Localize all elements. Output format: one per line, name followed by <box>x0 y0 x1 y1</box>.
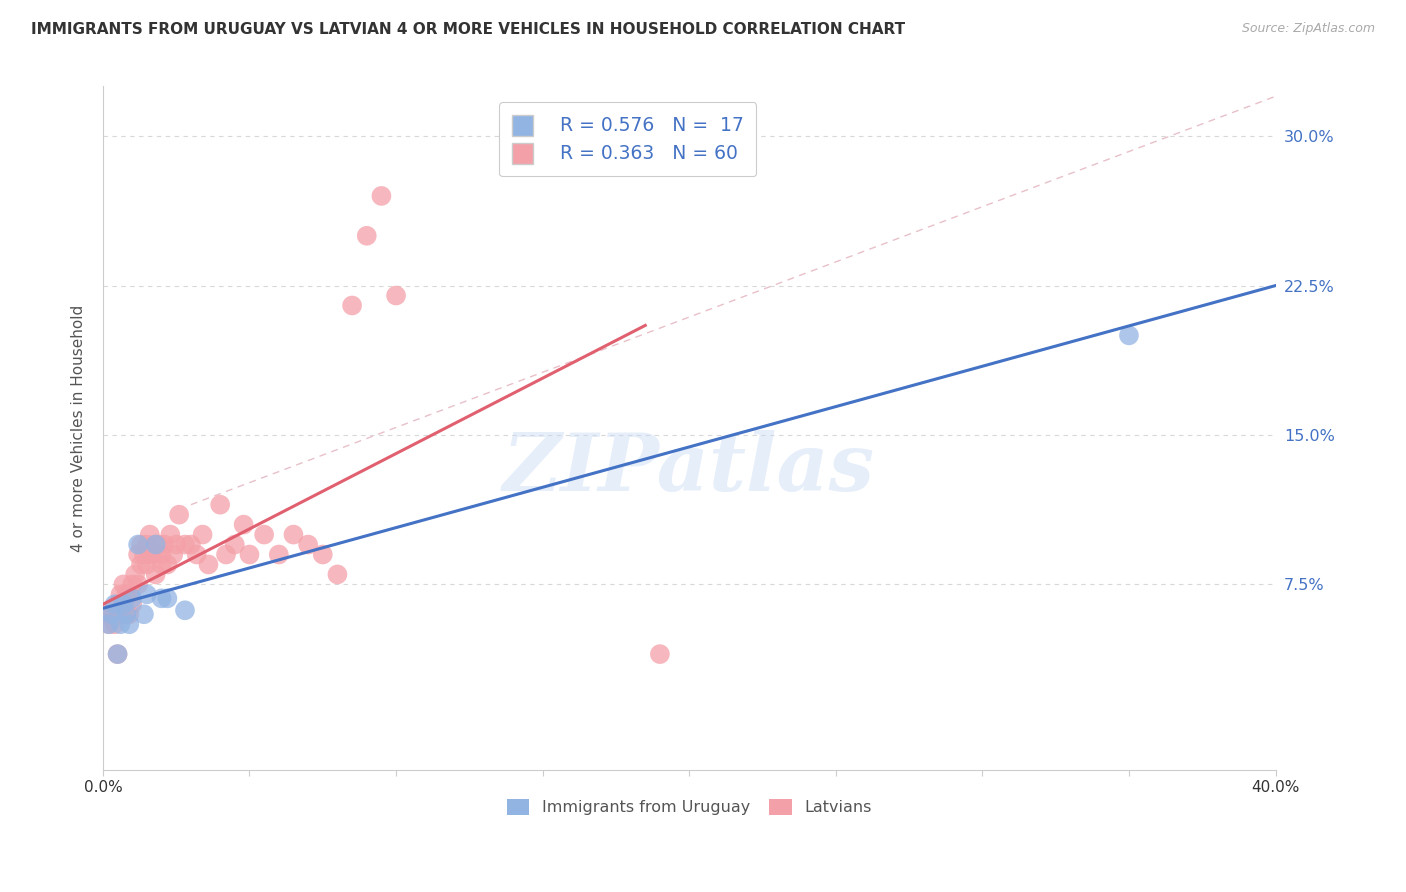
Point <box>135 587 157 601</box>
Point <box>127 537 149 551</box>
Point <box>118 587 141 601</box>
Point <box>118 607 141 622</box>
Point <box>129 558 152 572</box>
Point <box>145 537 167 551</box>
Point <box>121 591 143 606</box>
Point <box>209 498 232 512</box>
Point <box>118 617 141 632</box>
Point <box>356 228 378 243</box>
Point <box>100 607 122 622</box>
Point <box>110 607 132 622</box>
Point <box>148 537 170 551</box>
Point <box>150 591 173 606</box>
Point <box>124 567 146 582</box>
Point <box>94 607 117 622</box>
Point <box>153 537 176 551</box>
Point <box>110 617 132 632</box>
Point <box>297 537 319 551</box>
Point <box>191 527 214 541</box>
Point <box>112 577 135 591</box>
Point <box>162 548 184 562</box>
Point <box>197 558 219 572</box>
Point <box>129 537 152 551</box>
Point <box>112 597 135 611</box>
Point <box>253 527 276 541</box>
Point <box>135 558 157 572</box>
Point <box>385 288 408 302</box>
Point <box>648 647 671 661</box>
Point <box>135 537 157 551</box>
Point <box>150 558 173 572</box>
Point <box>104 617 127 632</box>
Point <box>132 607 155 622</box>
Point <box>107 647 129 661</box>
Point <box>283 527 305 541</box>
Point <box>156 558 179 572</box>
Point <box>1118 328 1140 343</box>
Y-axis label: 4 or more Vehicles in Household: 4 or more Vehicles in Household <box>72 304 86 551</box>
Point <box>139 527 162 541</box>
Point <box>107 647 129 661</box>
Point <box>115 587 138 601</box>
Point <box>312 548 335 562</box>
Point <box>121 597 143 611</box>
Text: ZIPatlas: ZIPatlas <box>503 430 876 508</box>
Point <box>127 577 149 591</box>
Point <box>100 607 122 622</box>
Point <box>132 548 155 562</box>
Point <box>180 537 202 551</box>
Point <box>167 508 190 522</box>
Point <box>97 617 120 632</box>
Point <box>215 548 238 562</box>
Point <box>238 548 260 562</box>
Point <box>104 597 127 611</box>
Point <box>97 617 120 632</box>
Point <box>145 537 167 551</box>
Point <box>110 587 132 601</box>
Point <box>165 537 187 551</box>
Point <box>326 567 349 582</box>
Text: IMMIGRANTS FROM URUGUAY VS LATVIAN 4 OR MORE VEHICLES IN HOUSEHOLD CORRELATION C: IMMIGRANTS FROM URUGUAY VS LATVIAN 4 OR … <box>31 22 905 37</box>
Point <box>139 548 162 562</box>
Point <box>232 517 254 532</box>
Point <box>267 548 290 562</box>
Point <box>370 189 392 203</box>
Point <box>112 597 135 611</box>
Point <box>142 548 165 562</box>
Point <box>174 603 197 617</box>
Point <box>156 591 179 606</box>
Point <box>107 597 129 611</box>
Point <box>115 607 138 622</box>
Point <box>186 548 208 562</box>
Point <box>159 527 181 541</box>
Point <box>107 607 129 622</box>
Point <box>121 577 143 591</box>
Point <box>174 537 197 551</box>
Point <box>224 537 246 551</box>
Point <box>145 567 167 582</box>
Point <box>150 548 173 562</box>
Point <box>340 298 363 312</box>
Legend: Immigrants from Uruguay, Latvians: Immigrants from Uruguay, Latvians <box>499 790 880 823</box>
Text: Source: ZipAtlas.com: Source: ZipAtlas.com <box>1241 22 1375 36</box>
Point <box>115 607 138 622</box>
Point <box>127 548 149 562</box>
